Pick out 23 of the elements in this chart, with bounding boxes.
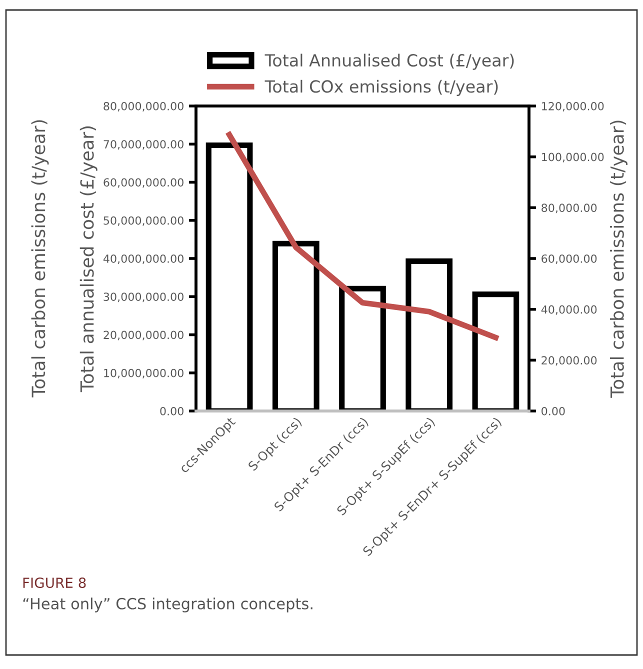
text: Total carbon emissions (t/year)	[31, 120, 49, 398]
y2-tick-label: 0.00	[542, 406, 565, 416]
text: “Heat only” CCS integration concepts.	[23, 598, 312, 612]
y-tick-label: 70,000,000.00	[104, 140, 184, 150]
y2-tick-label: 80,000.00	[542, 204, 597, 214]
y-tick-label: 0.00	[160, 406, 184, 416]
y2-tick-label: 100,000.00	[542, 152, 604, 162]
y2-tick-label: 40,000.00	[541, 305, 597, 315]
y-tick-label: 60,000,000.00	[104, 178, 184, 188]
y-tick-label: 10,000,000.00	[104, 368, 184, 378]
y-tick-label: 20,000,000.00	[104, 330, 184, 340]
y-tick-label: 40,000,000.00	[103, 254, 184, 264]
caption: FIGURE 8	[23, 578, 86, 588]
y-tick-label: 50,000,000.00	[104, 216, 184, 226]
y2-tick-label: 20,000.00	[542, 356, 597, 366]
legend-label: Total COx emissions (t/year)	[264, 80, 498, 96]
y2-tick-label: 60,000.00	[542, 254, 597, 264]
legend-label: Total Annualised Cost (£/year)	[264, 54, 514, 70]
y-tick-label: 30,000,000.00	[104, 292, 184, 302]
y-axis-title: Total annualised cost (£/year)	[80, 126, 98, 392]
y2-tick-label: 120,000.00	[542, 102, 604, 112]
y2-axis-title: Total carbon emissions (t/year)	[610, 120, 628, 398]
y-tick-label: 80,000,000.00	[104, 102, 184, 112]
